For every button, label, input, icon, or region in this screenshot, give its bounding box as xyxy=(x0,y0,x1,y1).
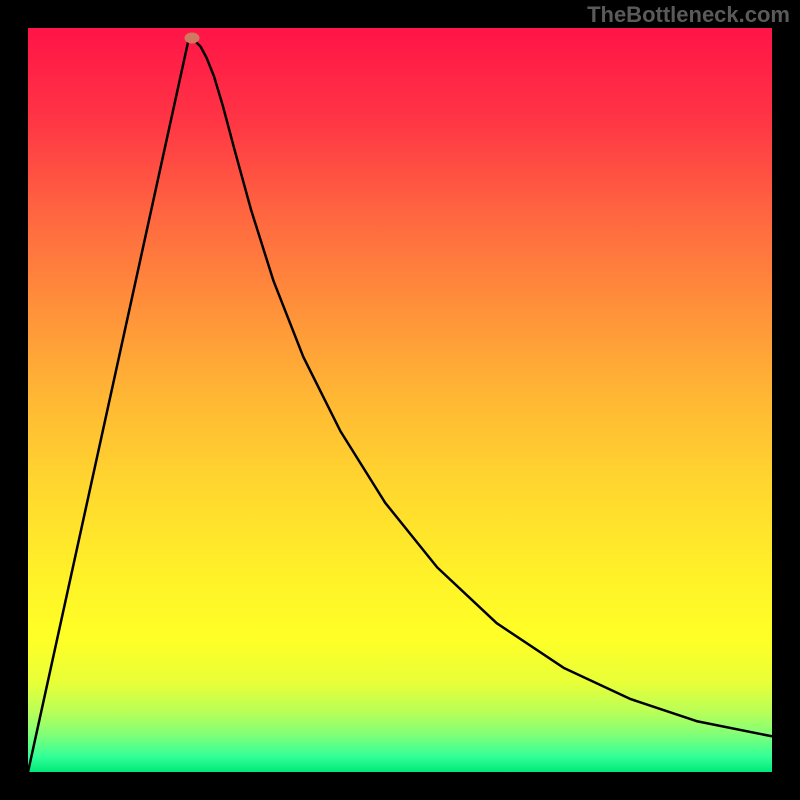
bottleneck-chart: TheBottleneck.com xyxy=(0,0,800,800)
plot-area xyxy=(28,28,772,772)
watermark-text: TheBottleneck.com xyxy=(587,2,790,28)
optimal-point-marker xyxy=(184,33,199,44)
curve-path xyxy=(28,39,772,772)
bottleneck-curve xyxy=(28,28,772,772)
